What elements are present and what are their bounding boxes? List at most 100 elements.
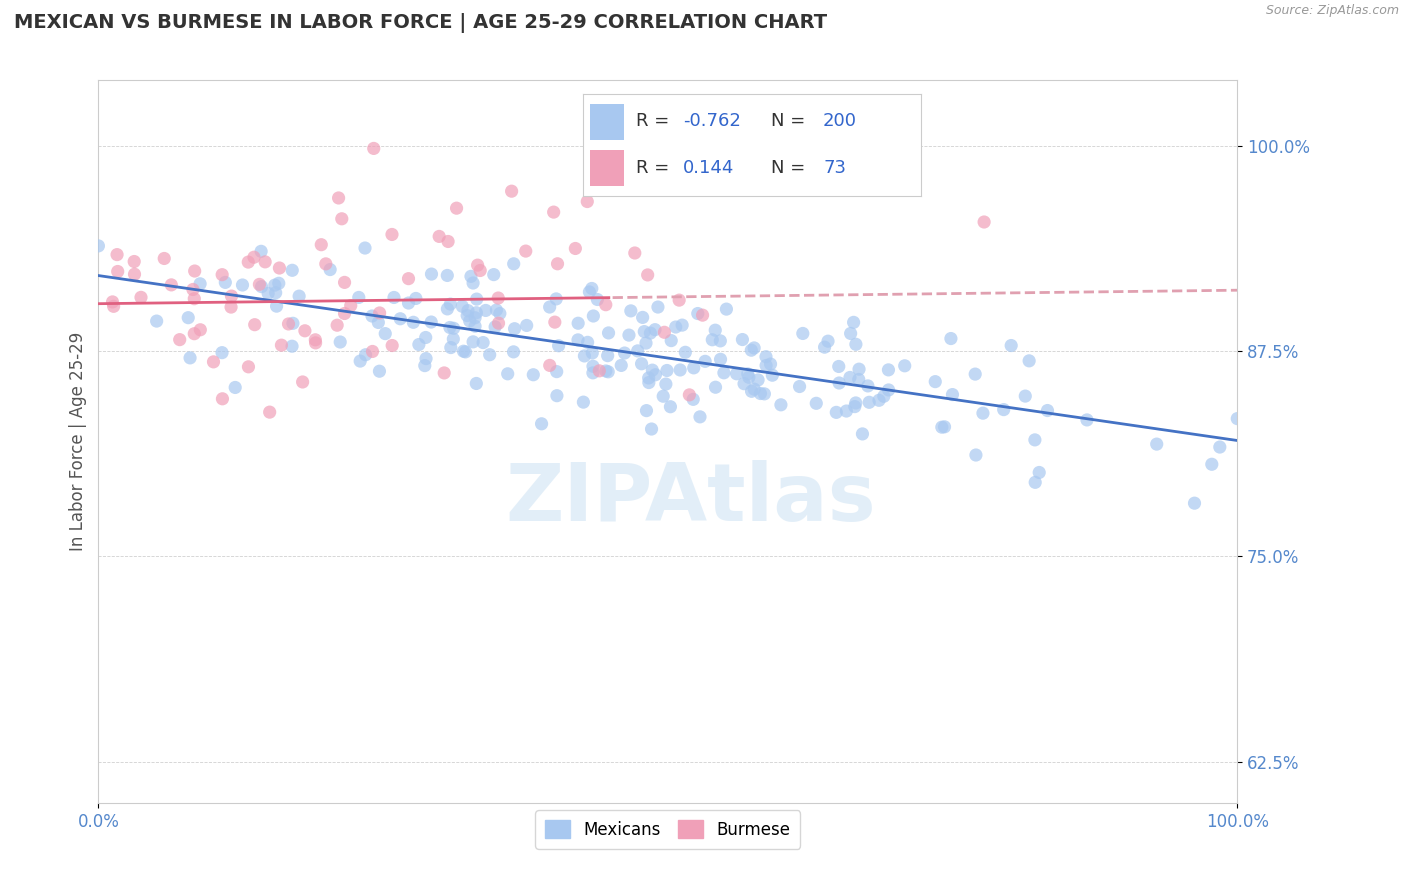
Point — [686, 306, 709, 320]
Point — [659, 400, 682, 414]
Point — [339, 299, 361, 313]
Point — [288, 289, 311, 303]
Point — [516, 318, 538, 333]
Point — [1024, 475, 1046, 490]
Point — [702, 333, 724, 347]
Point — [169, 333, 191, 347]
Point — [598, 365, 620, 379]
Text: 73: 73 — [823, 159, 846, 177]
Point — [405, 292, 427, 306]
Point — [488, 316, 510, 330]
Text: N =: N = — [770, 112, 806, 130]
Point — [457, 303, 479, 318]
Point — [839, 370, 862, 384]
Point — [122, 254, 145, 268]
Point — [595, 364, 617, 378]
Point — [467, 258, 489, 272]
Point — [572, 395, 595, 409]
Point — [502, 257, 524, 271]
Point — [709, 352, 731, 367]
Point — [856, 379, 879, 393]
Point — [281, 339, 304, 353]
Point — [374, 326, 396, 341]
Point — [754, 387, 776, 401]
Point — [877, 363, 900, 377]
Point — [231, 278, 253, 293]
Point — [544, 315, 567, 329]
Point — [211, 392, 233, 406]
Text: -0.762: -0.762 — [683, 112, 741, 130]
Point — [747, 373, 769, 387]
Point — [465, 306, 488, 320]
Point — [1000, 338, 1022, 352]
Point — [695, 354, 717, 368]
Point — [581, 346, 603, 360]
Point — [965, 367, 987, 381]
Point — [620, 304, 643, 318]
Point — [221, 289, 243, 303]
Point — [281, 263, 304, 277]
Point — [546, 292, 568, 306]
Point — [941, 387, 963, 401]
Point — [588, 364, 610, 378]
Point — [828, 359, 851, 374]
Point — [202, 355, 225, 369]
Point — [214, 276, 236, 290]
Point — [181, 283, 204, 297]
Point — [427, 229, 450, 244]
Point — [329, 334, 352, 349]
Point — [333, 276, 356, 290]
Point — [828, 376, 851, 390]
Point — [478, 348, 501, 362]
Point — [415, 351, 437, 366]
Point — [640, 422, 662, 436]
Point — [858, 395, 880, 409]
Point — [1014, 389, 1036, 403]
Point — [1028, 466, 1050, 480]
Point — [87, 239, 110, 253]
Point — [250, 279, 273, 293]
Point — [160, 277, 183, 292]
Point — [211, 268, 233, 282]
Point — [238, 359, 260, 374]
Point — [269, 260, 291, 275]
Point — [1036, 403, 1059, 417]
Point — [689, 409, 711, 424]
Point — [678, 388, 700, 402]
Point — [367, 316, 389, 330]
Point — [257, 286, 280, 301]
Point — [993, 402, 1015, 417]
Point — [413, 359, 436, 373]
Point — [250, 244, 273, 259]
Point — [474, 303, 496, 318]
Point — [586, 293, 609, 307]
Point — [538, 359, 561, 373]
Point — [713, 366, 735, 380]
Point — [420, 315, 443, 329]
Point — [546, 389, 568, 403]
Point — [349, 354, 371, 368]
Point — [439, 297, 461, 311]
Point — [238, 255, 260, 269]
Point — [582, 359, 605, 374]
Point — [578, 285, 600, 299]
Point — [582, 309, 605, 323]
Point — [482, 268, 505, 282]
Point — [267, 277, 290, 291]
Point — [326, 318, 349, 333]
Point — [759, 357, 782, 371]
Point — [354, 348, 377, 362]
Point — [145, 314, 167, 328]
Point — [486, 291, 509, 305]
Point — [668, 293, 690, 307]
Point — [1076, 413, 1098, 427]
Text: ZIPAtlas: ZIPAtlas — [505, 460, 876, 539]
Point — [704, 380, 727, 394]
Point — [328, 191, 350, 205]
Point — [582, 366, 605, 380]
Point — [270, 338, 292, 352]
Point — [851, 426, 873, 441]
Point — [564, 242, 586, 256]
Point — [939, 332, 962, 346]
Point — [311, 237, 333, 252]
